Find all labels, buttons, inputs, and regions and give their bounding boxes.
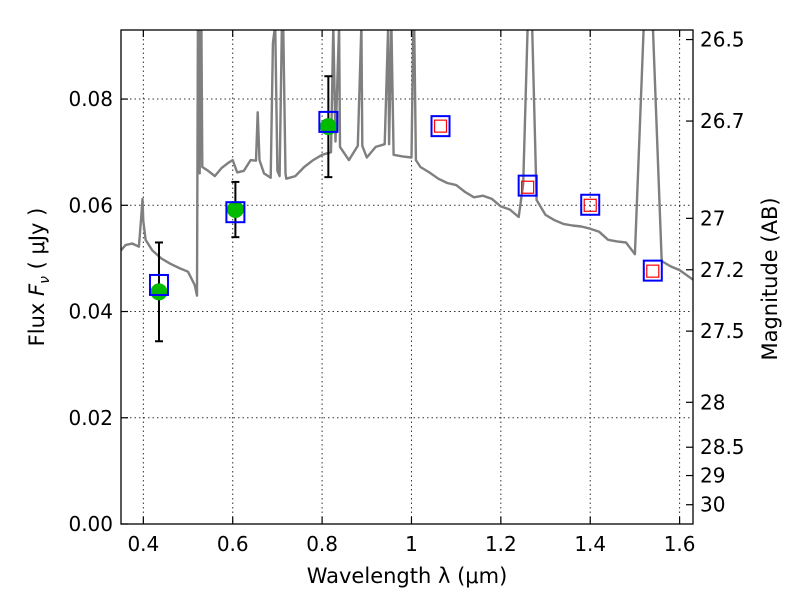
- ir-prediction-square: [646, 264, 660, 278]
- mag-tick-label: 27: [700, 206, 725, 230]
- axis-ticks: 0.4 0.6 0.8 1 1.2 1.4 1.6 0.00 0.02 0.04 0.06 0.08 2…: [68, 28, 744, 556]
- right-axis-label: Magnitude (AB): [758, 197, 782, 360]
- model-photometry-square: [580, 193, 601, 216]
- x-axis-label: Wavelength λ (μm): [307, 564, 508, 588]
- mag-tick-label: 26.5: [700, 28, 745, 52]
- x-tick-label: 1.4: [574, 532, 606, 556]
- grid-lines: [121, 30, 693, 525]
- y-tick-label: 0.06: [68, 193, 113, 217]
- y-axis-label: Flux Fν ( μJy ): [25, 208, 53, 347]
- mag-tick-label: 29: [700, 464, 725, 488]
- x-tick-label: 0.8: [306, 532, 338, 556]
- y-tick-label: 0.00: [68, 512, 113, 536]
- model-photometry-square: [318, 110, 339, 133]
- x-tick-label: 1.6: [664, 532, 696, 556]
- model-photometry-square: [148, 273, 169, 296]
- model-photometry-square: [517, 174, 538, 197]
- observed-flux-point: [150, 283, 168, 301]
- y-label-symbol: F: [25, 283, 49, 296]
- mag-tick-label: 27.5: [700, 319, 745, 343]
- plot-frame: [120, 29, 694, 525]
- y-label-subscript: ν: [37, 276, 53, 284]
- observed-flux-point: [226, 201, 244, 219]
- x-tick-label: 1: [405, 532, 418, 556]
- y-label-prefix: Flux: [25, 296, 49, 346]
- ir-prediction-square: [583, 198, 597, 212]
- model-photometry-square: [642, 259, 663, 282]
- mag-tick-label: 26.7: [700, 109, 745, 133]
- mag-tick-label: 27.2: [700, 258, 745, 282]
- x-tick-label: 1.2: [485, 532, 517, 556]
- x-tick-label: 0.6: [217, 532, 249, 556]
- y-tick-label: 0.02: [68, 406, 113, 430]
- mag-tick-label: 28.5: [700, 435, 745, 459]
- model-spectrum-line: [121, 30, 693, 297]
- ir-prediction-square: [433, 119, 448, 133]
- data-markers: [148, 75, 663, 343]
- ir-prediction-square: [521, 180, 535, 194]
- y-tick-label: 0.04: [68, 300, 113, 324]
- mag-tick-label: 28: [700, 390, 725, 414]
- x-tick-label: 0.4: [127, 532, 159, 556]
- y-tick-label: 0.08: [68, 87, 113, 111]
- y-label-suffix: ( μJy ): [25, 208, 49, 276]
- model-photometry-square: [430, 115, 451, 138]
- mag-tick-label: 30: [700, 493, 725, 517]
- model-photometry-square: [225, 201, 246, 224]
